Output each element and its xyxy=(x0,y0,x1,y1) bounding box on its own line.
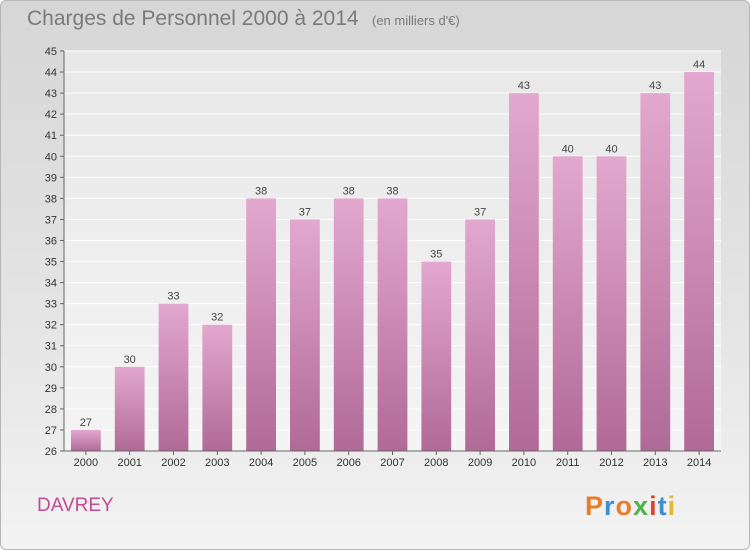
x-tick-label: 2000 xyxy=(74,457,98,469)
y-tick-label: 39 xyxy=(45,172,57,184)
bar xyxy=(290,219,320,451)
bar-value-label: 43 xyxy=(649,80,661,92)
y-tick-label: 27 xyxy=(45,425,57,437)
bar xyxy=(552,156,583,451)
y-tick-label: 30 xyxy=(45,362,57,374)
bar-value-label: 27 xyxy=(80,417,92,429)
x-tick-label: 2013 xyxy=(643,457,667,469)
commune-name: DAVREY xyxy=(37,495,114,516)
logo-letter: i xyxy=(649,491,658,521)
logo-letter: t xyxy=(658,491,668,521)
bar xyxy=(71,429,101,451)
y-tick-label: 43 xyxy=(45,88,57,100)
y-tick-label: 28 xyxy=(45,404,57,416)
bar xyxy=(596,156,627,451)
y-tick-label: 36 xyxy=(45,235,57,247)
bar xyxy=(640,93,671,452)
bar xyxy=(421,261,452,451)
x-tick-label: 2005 xyxy=(293,457,317,469)
y-tick-label: 45 xyxy=(45,46,57,58)
x-tick-label: 2007 xyxy=(380,457,404,469)
logo-letter: o xyxy=(616,491,634,521)
bar xyxy=(333,198,364,451)
bar-value-label: 40 xyxy=(605,143,617,155)
x-tick-label: 2012 xyxy=(599,457,623,469)
bar-value-label: 38 xyxy=(255,185,267,197)
bar xyxy=(465,219,495,451)
bar-value-label: 44 xyxy=(693,59,705,71)
y-tick-label: 41 xyxy=(45,130,57,142)
bar xyxy=(684,72,714,451)
bar xyxy=(246,198,276,451)
bar-value-label: 43 xyxy=(518,80,530,92)
x-tick-label: 2001 xyxy=(117,457,141,469)
svg-text:Proxiti: Proxiti xyxy=(585,491,676,521)
x-tick-label: 2003 xyxy=(205,457,229,469)
x-tick-label: 2002 xyxy=(161,457,185,469)
y-tick-label: 34 xyxy=(45,278,57,290)
bar-value-label: 35 xyxy=(430,249,442,261)
y-tick-label: 44 xyxy=(45,67,57,79)
y-tick-label: 37 xyxy=(45,214,57,226)
x-tick-label: 2014 xyxy=(687,457,711,469)
x-tick-label: 2010 xyxy=(512,457,536,469)
bar-value-label: 40 xyxy=(562,143,574,155)
bar-value-label: 33 xyxy=(167,291,179,303)
chart-title: Charges de Personnel 2000 à 2014 xyxy=(27,7,359,30)
bar-value-label: 37 xyxy=(299,206,311,218)
y-tick-label: 33 xyxy=(45,299,57,311)
logo-letter: x xyxy=(633,491,649,521)
y-tick-label: 40 xyxy=(45,151,57,163)
x-tick-label: 2006 xyxy=(336,457,360,469)
x-tick-label: 2004 xyxy=(249,457,273,469)
chart-subtitle: (en milliers d'€) xyxy=(372,13,460,28)
y-tick-label: 32 xyxy=(45,320,57,332)
logo-letter: P xyxy=(585,491,604,521)
x-tick-label: 2008 xyxy=(424,457,448,469)
bar-value-label: 38 xyxy=(343,185,355,197)
bar-value-label: 38 xyxy=(386,185,398,197)
y-tick-label: 26 xyxy=(45,446,57,458)
bar xyxy=(202,324,233,451)
bar-value-label: 30 xyxy=(124,354,136,366)
x-tick-label: 2009 xyxy=(468,457,492,469)
y-tick-label: 42 xyxy=(45,109,57,121)
bar xyxy=(158,303,189,451)
proxiti-logo: Proxiti xyxy=(585,491,676,521)
logo-letter: i xyxy=(668,491,677,521)
logo-letter: r xyxy=(604,491,616,521)
bar-value-label: 32 xyxy=(211,312,223,324)
bar xyxy=(114,366,145,451)
bar xyxy=(377,198,408,451)
bar-value-label: 37 xyxy=(474,206,486,218)
bar xyxy=(509,93,539,452)
x-tick-label: 2011 xyxy=(556,457,580,469)
y-tick-label: 38 xyxy=(45,193,57,205)
y-tick-label: 29 xyxy=(45,383,57,395)
axes: 26 27 28 29 30 31 32 33 34 35 36 37 38 39 40 41 42 43 44 45… xyxy=(45,46,721,469)
y-tick-label: 31 xyxy=(45,341,57,353)
bars: 27 30 33 32 38 37 38 38 35 37 43 40 40 43 44 xyxy=(71,59,714,452)
y-tick-label: 35 xyxy=(45,257,57,269)
